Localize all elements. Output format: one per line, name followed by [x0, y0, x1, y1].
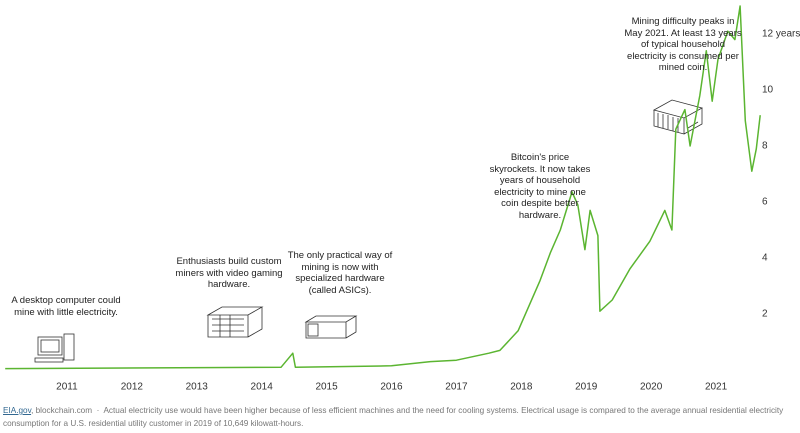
x-tick-label: 2017 [445, 382, 468, 393]
annotation: The only practical way of mining is now … [287, 250, 393, 296]
annotation: A desktop computer could mine with littl… [11, 295, 121, 318]
x-tick-label: 2012 [121, 382, 144, 393]
x-tick-label: 2019 [575, 382, 598, 393]
footer: EIA.gov, blockchain.com · Actual electri… [3, 406, 784, 428]
source: , blockchain.com [31, 406, 93, 415]
y-tick-label: 10 [762, 85, 774, 96]
asic-icon [304, 315, 358, 339]
x-tick-label: 2020 [640, 382, 663, 393]
chart: 2 4 6 8 10 12 years 2011 2012 2013 2014 2015 2016 20… [5, 5, 800, 393]
y-tick-label: 8 [762, 141, 768, 152]
x-tick-label: 2015 [315, 382, 338, 393]
x-tick-label: 2011 [56, 382, 78, 393]
source-link[interactable]: EIA.gov [3, 406, 32, 415]
computer-tower [63, 333, 75, 361]
rig-icon [206, 306, 264, 338]
y-tick-label: 12 years [762, 29, 800, 40]
y-tick-label: 4 [762, 253, 768, 264]
computer-icon [37, 336, 63, 356]
computer-screen [40, 339, 60, 353]
y-tick-label: 6 [762, 197, 768, 208]
x-tick-label: 2018 [510, 382, 533, 393]
icons [34, 99, 704, 363]
annotation: Enthusiasts build custom miners with vid… [175, 256, 283, 290]
annotation: Bitcoin's price skyrockets. It now takes… [489, 152, 591, 221]
x-tick-label: 2013 [186, 382, 209, 393]
x-tick-label: 2021 [705, 382, 728, 393]
warehouse-icon [652, 99, 704, 135]
warehouse-detail [657, 113, 699, 132]
y-tick-label: 2 [762, 309, 768, 320]
asic-fan [307, 323, 319, 337]
keyboard [34, 357, 64, 363]
note: Actual electricity use would have been h… [3, 406, 784, 428]
line [5, 5, 761, 370]
annotation: Mining difficulty peaks in May 2021. At … [624, 16, 742, 73]
x-tick-label: 2016 [380, 382, 403, 393]
rig-detail [212, 315, 244, 337]
x-tick-label: 2014 [251, 382, 274, 393]
